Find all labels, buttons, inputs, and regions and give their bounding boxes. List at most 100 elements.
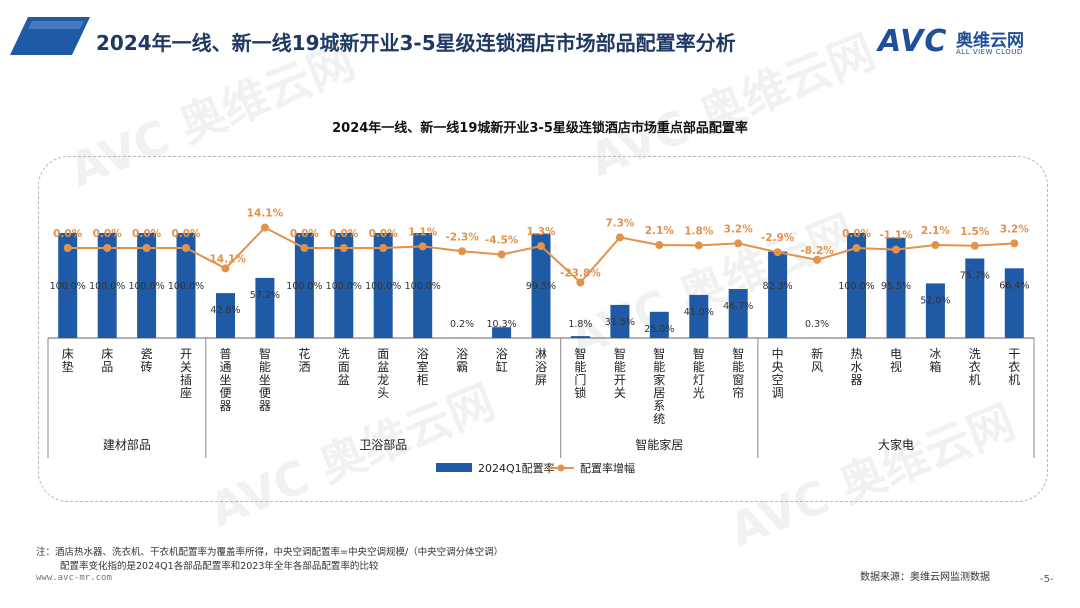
- bar: [216, 293, 235, 338]
- bar: [610, 304, 630, 338]
- category-label: 浴霸: [456, 347, 468, 374]
- bar-data-label: 100.0%: [128, 281, 164, 292]
- bar-data-label: 41.0%: [684, 307, 714, 318]
- footnote-2: 配置率变化指的是2024Q1各部品配置率和2023年全年各部品配置率的比较: [60, 561, 379, 572]
- bar: [137, 233, 157, 338]
- bar: [649, 311, 669, 339]
- group-label: 卫浴部品: [359, 437, 407, 452]
- logo-en: ALL VIEW CLOUD: [956, 48, 1023, 56]
- line-data-label: 0.0%: [290, 228, 320, 240]
- category-label: 浴室柜: [417, 347, 429, 387]
- line-point: [182, 244, 190, 252]
- category-label: 床垫: [62, 347, 74, 374]
- line-data-label: 7.3%: [605, 217, 635, 229]
- category-label: 智能窗帘: [732, 346, 744, 400]
- line-data-label: -4.5%: [485, 235, 519, 247]
- line-data-label: -1.1%: [879, 230, 913, 242]
- line-point: [734, 239, 743, 248]
- bar-data-label: 100.0%: [89, 281, 125, 292]
- brand-logo: AVC 奥维云网 ALL VIEW CLOUD: [878, 22, 1053, 62]
- bar-data-label: 100.0%: [50, 281, 86, 292]
- line-point: [576, 278, 585, 287]
- line-data-label: 0.0%: [171, 228, 201, 240]
- line-point: [931, 241, 940, 249]
- category-label: 冰箱: [929, 347, 941, 374]
- bar: [847, 233, 866, 338]
- group-label: 大家电: [878, 437, 914, 452]
- line-data-label: 0.0%: [369, 228, 399, 240]
- bar-data-label: 99.5%: [526, 281, 556, 292]
- line-point: [615, 233, 624, 242]
- bar: [689, 294, 709, 338]
- website-url[interactable]: www.avc-mr.com: [36, 573, 112, 583]
- line-data-label: 1.8%: [684, 225, 714, 237]
- category-label: 洗衣机: [969, 347, 981, 387]
- bar: [373, 233, 393, 338]
- bar: [531, 233, 551, 338]
- line-data-label: 3.2%: [1000, 223, 1030, 235]
- bar: [97, 233, 117, 338]
- line-point: [63, 244, 72, 252]
- line-data-label: -14.1%: [205, 253, 246, 265]
- category-label: 智能门锁: [574, 346, 586, 400]
- line-data-label: -23.8%: [560, 268, 601, 280]
- line-data-label: -8.2%: [800, 245, 834, 257]
- line-point: [339, 244, 348, 252]
- line-point: [300, 244, 309, 252]
- bar-data-label: 1.8%: [568, 319, 592, 330]
- line-data-label: 0.0%: [132, 228, 162, 240]
- bar-data-label: 31.5%: [605, 317, 635, 328]
- line-point: [221, 264, 230, 273]
- bar: [965, 258, 985, 338]
- category-label: 智能开关: [614, 346, 626, 400]
- group-label: 建材部品: [103, 437, 151, 452]
- bar-data-label: 75.7%: [960, 271, 990, 282]
- line-data-label: -2.3%: [445, 231, 479, 243]
- category-label: 干衣机: [1008, 347, 1020, 387]
- line-data-label: 14.1%: [247, 208, 284, 220]
- bar: [768, 251, 788, 338]
- category-label: 开关插座: [180, 347, 192, 400]
- bar-data-label: 66.4%: [999, 280, 1029, 291]
- bar: [255, 277, 275, 338]
- line-point: [970, 241, 979, 250]
- bar-data-label: 100.0%: [326, 281, 362, 292]
- chart-title: 2024年一线、新一线19城新开业3-5星级连锁酒店市场重点部品配置率: [332, 121, 748, 136]
- group-label: 智能家居: [635, 437, 683, 452]
- bar-data-label: 10.3%: [487, 319, 517, 330]
- page-number: -5-: [1040, 574, 1054, 585]
- line-data-label: 0.0%: [329, 228, 359, 240]
- category-label: 智能家居系统: [653, 346, 665, 426]
- bar-data-label: 82.3%: [763, 281, 793, 292]
- bar-data-label: 95.5%: [881, 281, 911, 292]
- line-point: [418, 242, 427, 251]
- category-label: 中央空调: [772, 346, 784, 400]
- line-data-label: 2.1%: [921, 225, 951, 237]
- bar: [925, 283, 945, 338]
- line-point: [379, 244, 388, 252]
- bar-data-label: 0.3%: [805, 319, 829, 330]
- bar: [1004, 268, 1024, 338]
- bar-data-label: 100.0%: [365, 281, 401, 292]
- line-data-label: 3.2%: [724, 223, 754, 235]
- bar: [413, 233, 433, 338]
- line-point: [813, 255, 822, 264]
- chart-frame: [38, 156, 1048, 502]
- category-label: 浴缸: [496, 347, 508, 374]
- bar-data-label: 42.8%: [210, 305, 240, 316]
- line-data-label: 1.1%: [408, 226, 438, 238]
- legend-swatch-bar: [436, 463, 472, 472]
- bar-data-label: 100.0%: [838, 281, 874, 292]
- bar: [492, 327, 512, 338]
- bar: [728, 289, 748, 338]
- legend-label: 配置率增幅: [580, 461, 635, 475]
- line-point: [497, 250, 506, 259]
- line-data-label: 1.3%: [526, 226, 556, 238]
- category-label: 洗面盆: [338, 347, 350, 387]
- header-accent-tab: [10, 17, 90, 55]
- category-label: 热水器: [850, 347, 862, 387]
- line-data-label: 2.1%: [645, 225, 675, 237]
- line-point: [458, 247, 467, 256]
- logo-text: AVC: [878, 24, 948, 59]
